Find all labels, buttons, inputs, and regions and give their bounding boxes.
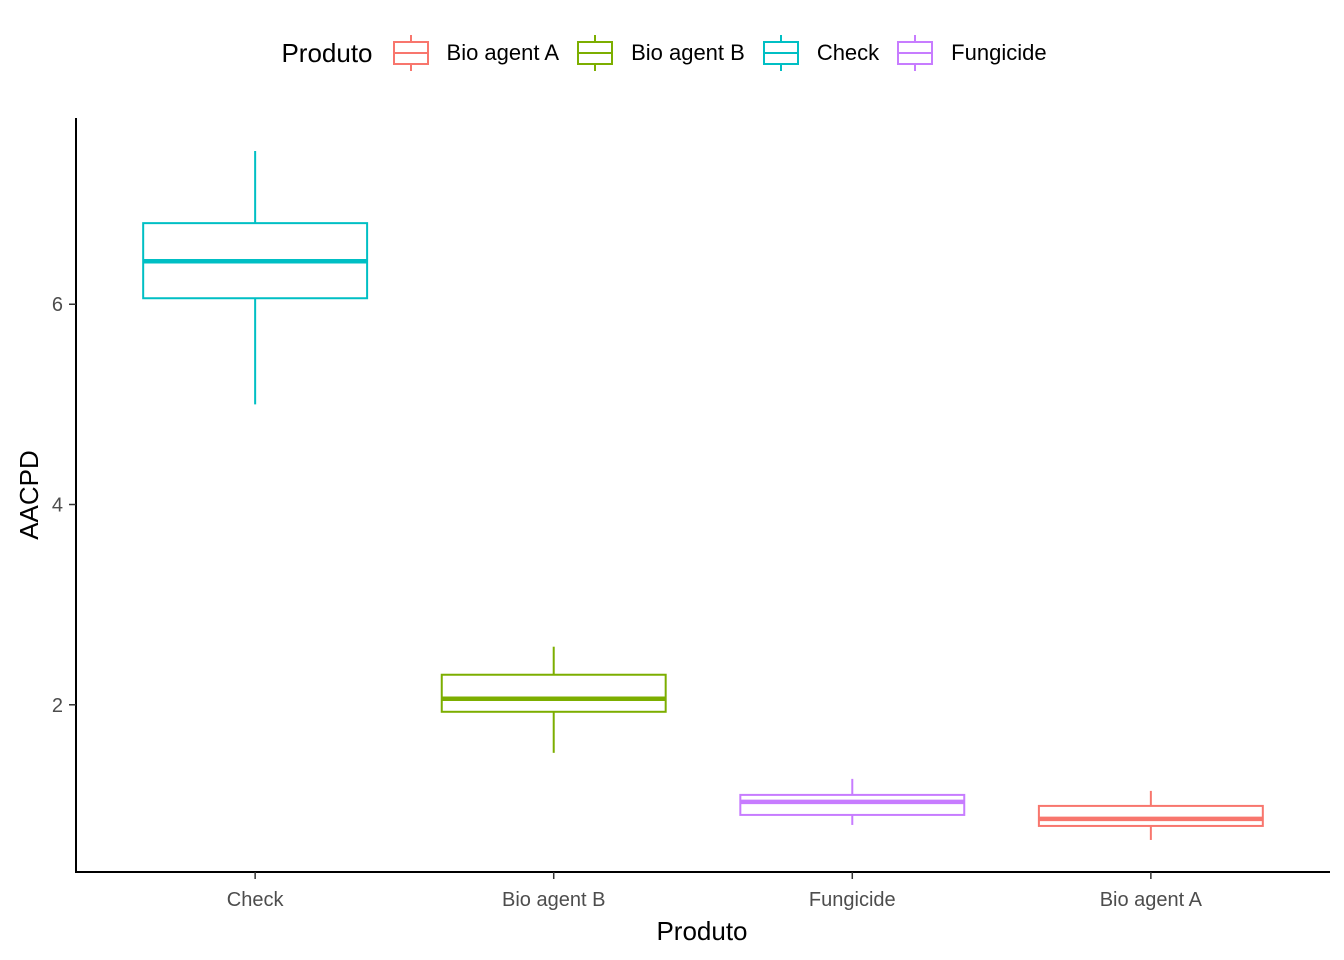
box-body-bio-agent-a [1037,804,1264,827]
box-bio-agent-a [1037,790,1264,840]
x-tick-label-check: Check [227,889,285,911]
x-tick-label-bio-agent-a: Bio agent A [1100,889,1203,911]
legend-item-bio-agent-a: Bio agent A [391,33,560,73]
x-tick-label-bio-agent-b: Bio agent B [502,889,605,911]
box-fungicide [739,778,966,825]
x-axis-title: Produto [656,916,747,946]
box-bio-agent-b [440,646,667,753]
legend: Produto Bio agent A Bio agent B Check Fu… [0,30,1344,76]
legend-label-bio-agent-a: Bio agent A [446,40,560,65]
legend-label-bio-agent-b: Bio agent B [631,40,745,65]
y-tick-label-2: 2 [52,695,63,717]
legend-label-check: Check [816,40,880,65]
box-check [142,151,369,405]
legend-key-bio-agent-a [392,35,429,71]
y-tick-label-6: 6 [52,294,63,316]
legend-key-fungicide [897,35,934,71]
x-tick-label-fungicide: Fungicide [809,889,896,911]
y-ticks: 2 4 6 [52,294,76,717]
legend-key-check [762,35,799,71]
y-axis-title: AACPD [14,450,44,540]
legend-key-bio-agent-b [577,35,614,71]
legend-item-fungicide: Fungicide [895,33,1047,73]
box-body-fungicide [739,793,966,816]
legend-label-fungicide: Fungicide [951,40,1047,65]
y-tick-label-4: 4 [52,495,63,517]
box-body-bio-agent-b [440,673,667,713]
legend-item-check: Check [761,33,879,73]
x-ticks: Check Bio agent B Fungicide Bio agent A [227,872,1203,911]
legend-title: Produto [281,37,373,68]
boxes-layer [142,151,1264,840]
legend-item-bio-agent-b: Bio agent B [575,33,745,73]
